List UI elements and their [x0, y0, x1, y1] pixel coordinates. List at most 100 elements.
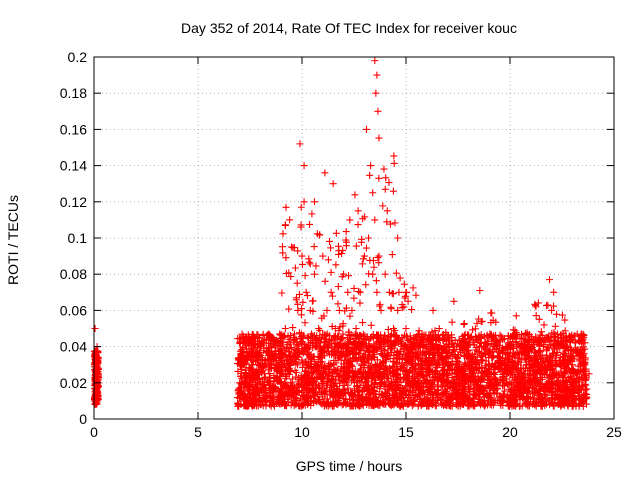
data-point: [343, 375, 351, 383]
data-point: [258, 363, 266, 371]
data-point: [521, 356, 529, 364]
data-point: [352, 242, 360, 250]
data-point: [489, 316, 497, 324]
data-point: [325, 360, 333, 368]
data-point: [451, 351, 459, 359]
data-point: [374, 399, 382, 407]
data-point: [381, 388, 389, 396]
data-point: [517, 365, 525, 373]
data-point: [304, 379, 312, 387]
data-point: [341, 365, 349, 373]
data-point: [526, 393, 534, 401]
data-point: [525, 387, 533, 395]
data-point: [452, 357, 460, 365]
data-point: [254, 388, 262, 396]
data-point: [532, 301, 539, 309]
data-point: [429, 306, 437, 314]
data-point: [408, 348, 416, 356]
data-point: [338, 273, 346, 281]
data-point: [305, 255, 313, 263]
data-point: [580, 367, 588, 375]
data-point: [484, 341, 492, 349]
data-point: [384, 326, 392, 334]
data-point: [391, 331, 399, 339]
data-point: [462, 338, 470, 346]
data-point: [563, 393, 571, 401]
x-tick-label: 5: [194, 424, 202, 440]
data-point: [354, 207, 362, 215]
data-point: [496, 350, 504, 358]
data-point: [272, 351, 280, 359]
data-point: [355, 287, 363, 295]
data-point: [290, 402, 298, 410]
data-point: [470, 384, 478, 392]
data-point: [316, 358, 324, 366]
data-point: [413, 383, 421, 391]
data-point: [306, 353, 314, 361]
y-tick-label: 0.1: [68, 230, 88, 246]
data-point: [415, 343, 423, 351]
data-point: [282, 203, 290, 211]
data-point: [288, 383, 296, 391]
data-point: [480, 348, 488, 356]
data-point: [369, 333, 377, 341]
data-point: [371, 216, 379, 224]
data-point: [397, 338, 405, 346]
data-point: [327, 268, 335, 276]
data-point: [475, 393, 483, 401]
data-point: [405, 393, 413, 401]
data-point: [299, 298, 307, 306]
data-point: [447, 331, 455, 339]
y-tick-label: 0.14: [60, 158, 87, 174]
data-point: [254, 331, 262, 339]
data-point: [488, 309, 496, 317]
data-point: [500, 345, 508, 353]
data-point: [530, 372, 538, 380]
data-point: [302, 288, 310, 296]
data-point: [391, 341, 399, 349]
data-point: [481, 372, 489, 380]
data-point: [350, 294, 358, 302]
data-point: [443, 377, 451, 385]
data-point: [556, 391, 564, 399]
data-point: [292, 346, 300, 354]
data-point: [269, 384, 277, 392]
data-point: [457, 349, 465, 357]
data-point: [294, 388, 302, 396]
data-point: [299, 347, 307, 355]
y-axis-label: ROTI / TECUs: [5, 195, 21, 285]
data-point: [473, 381, 481, 389]
data-point: [487, 370, 495, 378]
data-point: [364, 398, 372, 406]
data-point: [472, 366, 480, 374]
data-point: [276, 330, 284, 338]
data-point: [342, 238, 350, 246]
data-point: [549, 361, 557, 369]
data-point: [381, 331, 389, 339]
data-point: [359, 319, 367, 327]
data-point: [474, 336, 482, 344]
data-point: [276, 388, 284, 396]
data-point: [454, 402, 462, 410]
data-point: [473, 319, 481, 327]
data-point: [311, 363, 319, 371]
data-point: [402, 325, 410, 332]
data-point: [385, 337, 393, 345]
data-point: [303, 292, 311, 300]
data-point: [356, 288, 364, 296]
data-point: [268, 342, 276, 350]
data-point: [352, 325, 360, 332]
data-point: [91, 392, 99, 400]
data-point: [550, 372, 558, 380]
data-point: [466, 381, 474, 389]
data-point: [576, 366, 584, 374]
data-point: [428, 328, 436, 336]
data-point: [487, 340, 495, 348]
data-point: [393, 381, 401, 389]
data-point: [284, 384, 292, 392]
data-point: [500, 373, 508, 381]
data-point: [342, 304, 350, 312]
data-point: [389, 187, 397, 195]
data-point: [358, 339, 366, 347]
data-point: [450, 387, 458, 395]
